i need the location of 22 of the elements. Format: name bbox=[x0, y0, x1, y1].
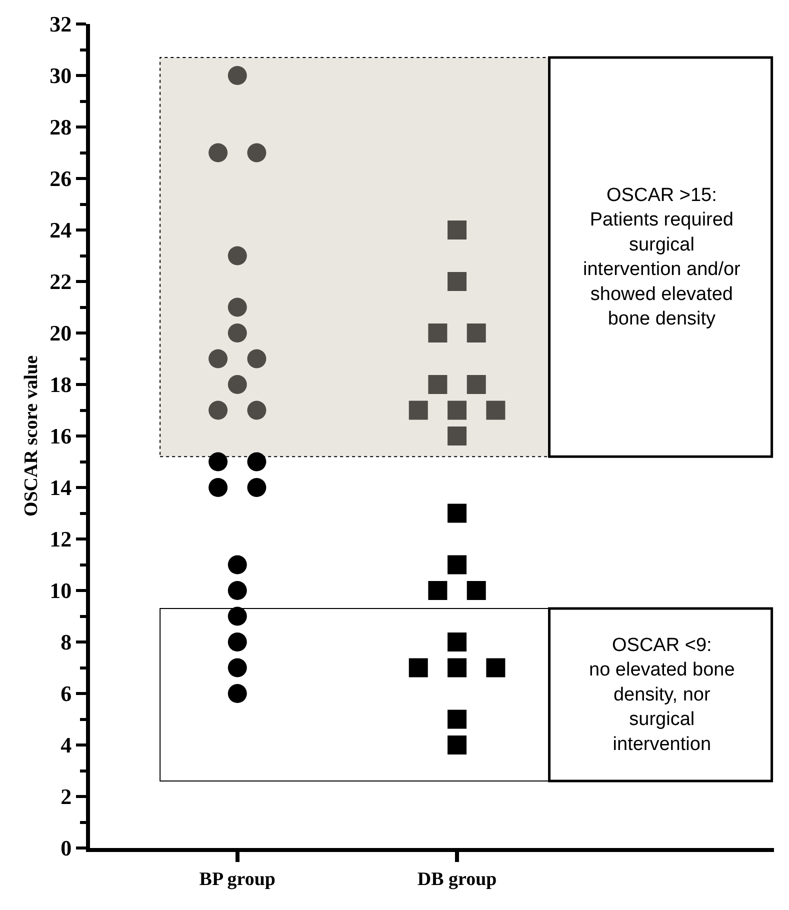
y-tick-label: 32 bbox=[50, 12, 72, 37]
y-tick-label: 12 bbox=[50, 526, 72, 552]
y-tick-label: 8 bbox=[60, 630, 72, 655]
y-tick-label: 14 bbox=[50, 475, 72, 500]
y-axis-title: OSCAR score value bbox=[20, 355, 42, 517]
x-tick-label: DB group bbox=[417, 868, 497, 890]
y-tick-label: 4 bbox=[60, 732, 72, 758]
band-label: OSCAR <9: no elevated bone density, nor surgical intervention bbox=[589, 635, 735, 755]
y-tick-label: 28 bbox=[50, 114, 72, 140]
y-tick-label: 22 bbox=[50, 269, 72, 294]
x-tick-label: BP group bbox=[199, 868, 276, 890]
y-tick-label: 24 bbox=[50, 218, 72, 243]
y-tick-label: 16 bbox=[50, 424, 72, 449]
band-label: OSCAR >15: Patients required surgical intervention and/or showed elevated bone density bbox=[583, 185, 742, 330]
y-tick-label: 26 bbox=[50, 166, 72, 192]
y-tick-label: 30 bbox=[50, 63, 72, 88]
y-tick-label: 6 bbox=[60, 681, 72, 706]
y-tick-label: 0 bbox=[60, 836, 72, 861]
y-tick-label: 10 bbox=[50, 578, 72, 604]
y-tick-label: 20 bbox=[50, 320, 72, 346]
y-tick-label: 18 bbox=[50, 372, 72, 398]
y-tick-label: 2 bbox=[60, 784, 72, 810]
